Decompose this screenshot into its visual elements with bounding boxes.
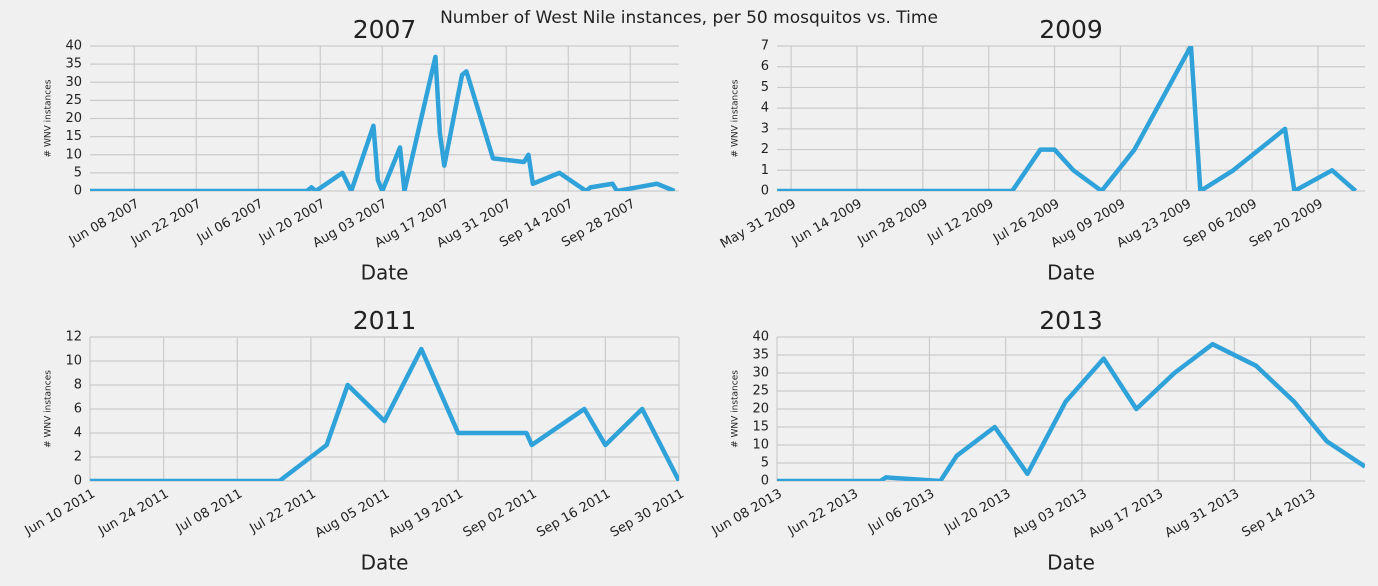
y-tick-label: 6 bbox=[74, 402, 82, 417]
y-tick-label: 10 bbox=[752, 438, 769, 453]
y-axis-label: # WNV instances bbox=[44, 370, 54, 448]
y-tick-label: 5 bbox=[761, 456, 769, 471]
y-tick-label: 10 bbox=[65, 147, 82, 162]
y-tick-label: 20 bbox=[752, 402, 769, 417]
y-tick-label: 12 bbox=[65, 330, 82, 345]
y-axis-label: # WNV instances bbox=[731, 370, 741, 448]
y-tick-label: 5 bbox=[761, 80, 769, 95]
y-tick-label: 25 bbox=[65, 93, 82, 108]
y-tick-label: 4 bbox=[74, 426, 82, 441]
data-line bbox=[90, 346, 679, 481]
figure-title: Number of West Nile instances, per 50 mo… bbox=[440, 8, 938, 28]
subplot-title: 2011 bbox=[353, 306, 417, 335]
y-tick-label: 15 bbox=[752, 420, 769, 435]
y-tick-label: 0 bbox=[74, 184, 82, 199]
y-tick-label: 0 bbox=[761, 184, 769, 199]
y-tick-label: 35 bbox=[65, 57, 82, 72]
y-tick-label: 35 bbox=[752, 348, 769, 363]
y-tick-label: 2 bbox=[761, 142, 769, 157]
y-tick-label: 5 bbox=[74, 165, 82, 180]
x-axis-label: Date bbox=[361, 551, 409, 575]
y-tick-label: 15 bbox=[65, 129, 82, 144]
y-tick-label: 40 bbox=[752, 330, 769, 345]
data-line bbox=[777, 341, 1365, 481]
subplot-title: 2007 bbox=[353, 15, 417, 44]
y-tick-label: 1 bbox=[761, 163, 769, 178]
y-tick-label: 10 bbox=[65, 354, 82, 369]
y-tick-label: 20 bbox=[65, 111, 82, 126]
y-tick-label: 7 bbox=[761, 39, 769, 54]
data-line bbox=[90, 54, 676, 191]
x-axis-label: Date bbox=[1047, 261, 1095, 285]
x-axis-label: Date bbox=[361, 261, 409, 285]
y-tick-label: 0 bbox=[761, 474, 769, 489]
y-tick-label: 30 bbox=[752, 366, 769, 381]
y-tick-label: 40 bbox=[65, 39, 82, 54]
x-axis-label: Date bbox=[1047, 551, 1095, 575]
y-tick-label: 0 bbox=[74, 474, 82, 489]
y-axis-label: # WNV instances bbox=[44, 79, 54, 157]
y-axis-label: # WNV instances bbox=[731, 79, 741, 157]
y-tick-label: 8 bbox=[74, 378, 82, 393]
y-tick-label: 30 bbox=[65, 75, 82, 90]
y-tick-label: 6 bbox=[761, 59, 769, 74]
y-tick-label: 3 bbox=[761, 121, 769, 136]
y-tick-label: 4 bbox=[761, 101, 769, 116]
subplot-title: 2013 bbox=[1039, 306, 1103, 335]
y-tick-label: 2 bbox=[74, 450, 82, 465]
data-line bbox=[777, 46, 1358, 191]
y-tick-label: 25 bbox=[752, 384, 769, 399]
subplot-title: 2009 bbox=[1039, 15, 1103, 44]
